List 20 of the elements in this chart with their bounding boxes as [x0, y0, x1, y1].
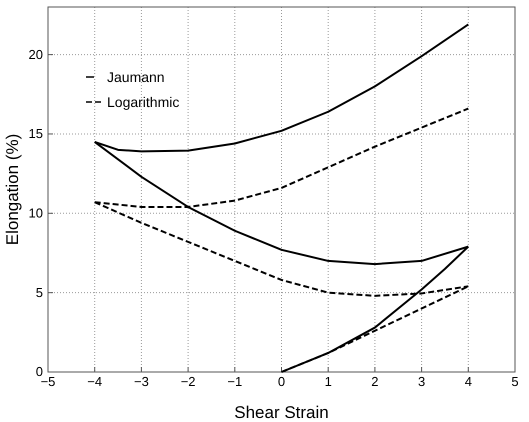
x-tick-label: −5 [40, 374, 56, 390]
y-tick-label: 0 [36, 364, 43, 380]
legend-label: Jaumann [107, 69, 165, 85]
x-tick-label: 3 [418, 374, 426, 390]
y-tick-label: 20 [28, 46, 43, 62]
y-tick-label: 10 [28, 205, 43, 220]
x-tick-label: 0 [278, 374, 286, 390]
x-tick-label: −2 [180, 374, 196, 390]
x-tick-label: 4 [464, 374, 472, 390]
x-tick-label: 2 [371, 374, 379, 390]
x-axis-title: Shear Strain [234, 403, 329, 422]
y-tick-label: 5 [36, 284, 43, 300]
x-tick-label: 1 [324, 374, 332, 390]
legend-label: Logarithmic [107, 94, 180, 110]
y-tick-label: 15 [28, 126, 43, 142]
y-axis-title: Elongation (%) [3, 134, 22, 246]
x-tick-label: −1 [227, 374, 242, 390]
x-tick-label: 5 [511, 374, 519, 390]
x-tick-label: −4 [87, 374, 102, 390]
x-tick-label: −3 [134, 374, 149, 390]
